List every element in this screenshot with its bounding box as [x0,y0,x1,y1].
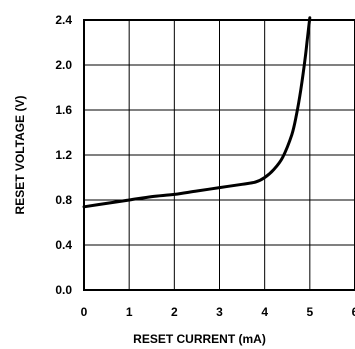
y-tick-label: 1.6 [55,103,72,117]
y-tick-label: 0.8 [55,193,72,207]
x-tick-label: 5 [306,305,313,319]
x-tick-label: 2 [171,305,178,319]
x-tick-label: 0 [81,305,88,319]
y-axis-title: RESET VOLTAGE (V) [13,96,27,215]
x-axis-title: RESET CURRENT (mA) [133,332,266,346]
x-tick-label: 3 [216,305,223,319]
y-tick-label: 0.0 [55,283,72,297]
y-tick-label: 2.0 [55,58,72,72]
x-tick-label: 1 [126,305,133,319]
tick-labels: 0 1 2 3 4 5 6 0.0 0.4 0.8 1.2 1.6 2.0 2.4 [55,13,355,319]
plot-frame [83,19,355,291]
x-tick-label: 6 [352,305,355,319]
y-tick-label: 0.4 [55,238,72,252]
y-tick-label: 2.4 [55,13,72,27]
x-tick-label: 4 [261,305,268,319]
y-tick-label: 1.2 [55,148,72,162]
reset-voltage-curve [82,16,312,209]
grid-lines [83,19,355,291]
